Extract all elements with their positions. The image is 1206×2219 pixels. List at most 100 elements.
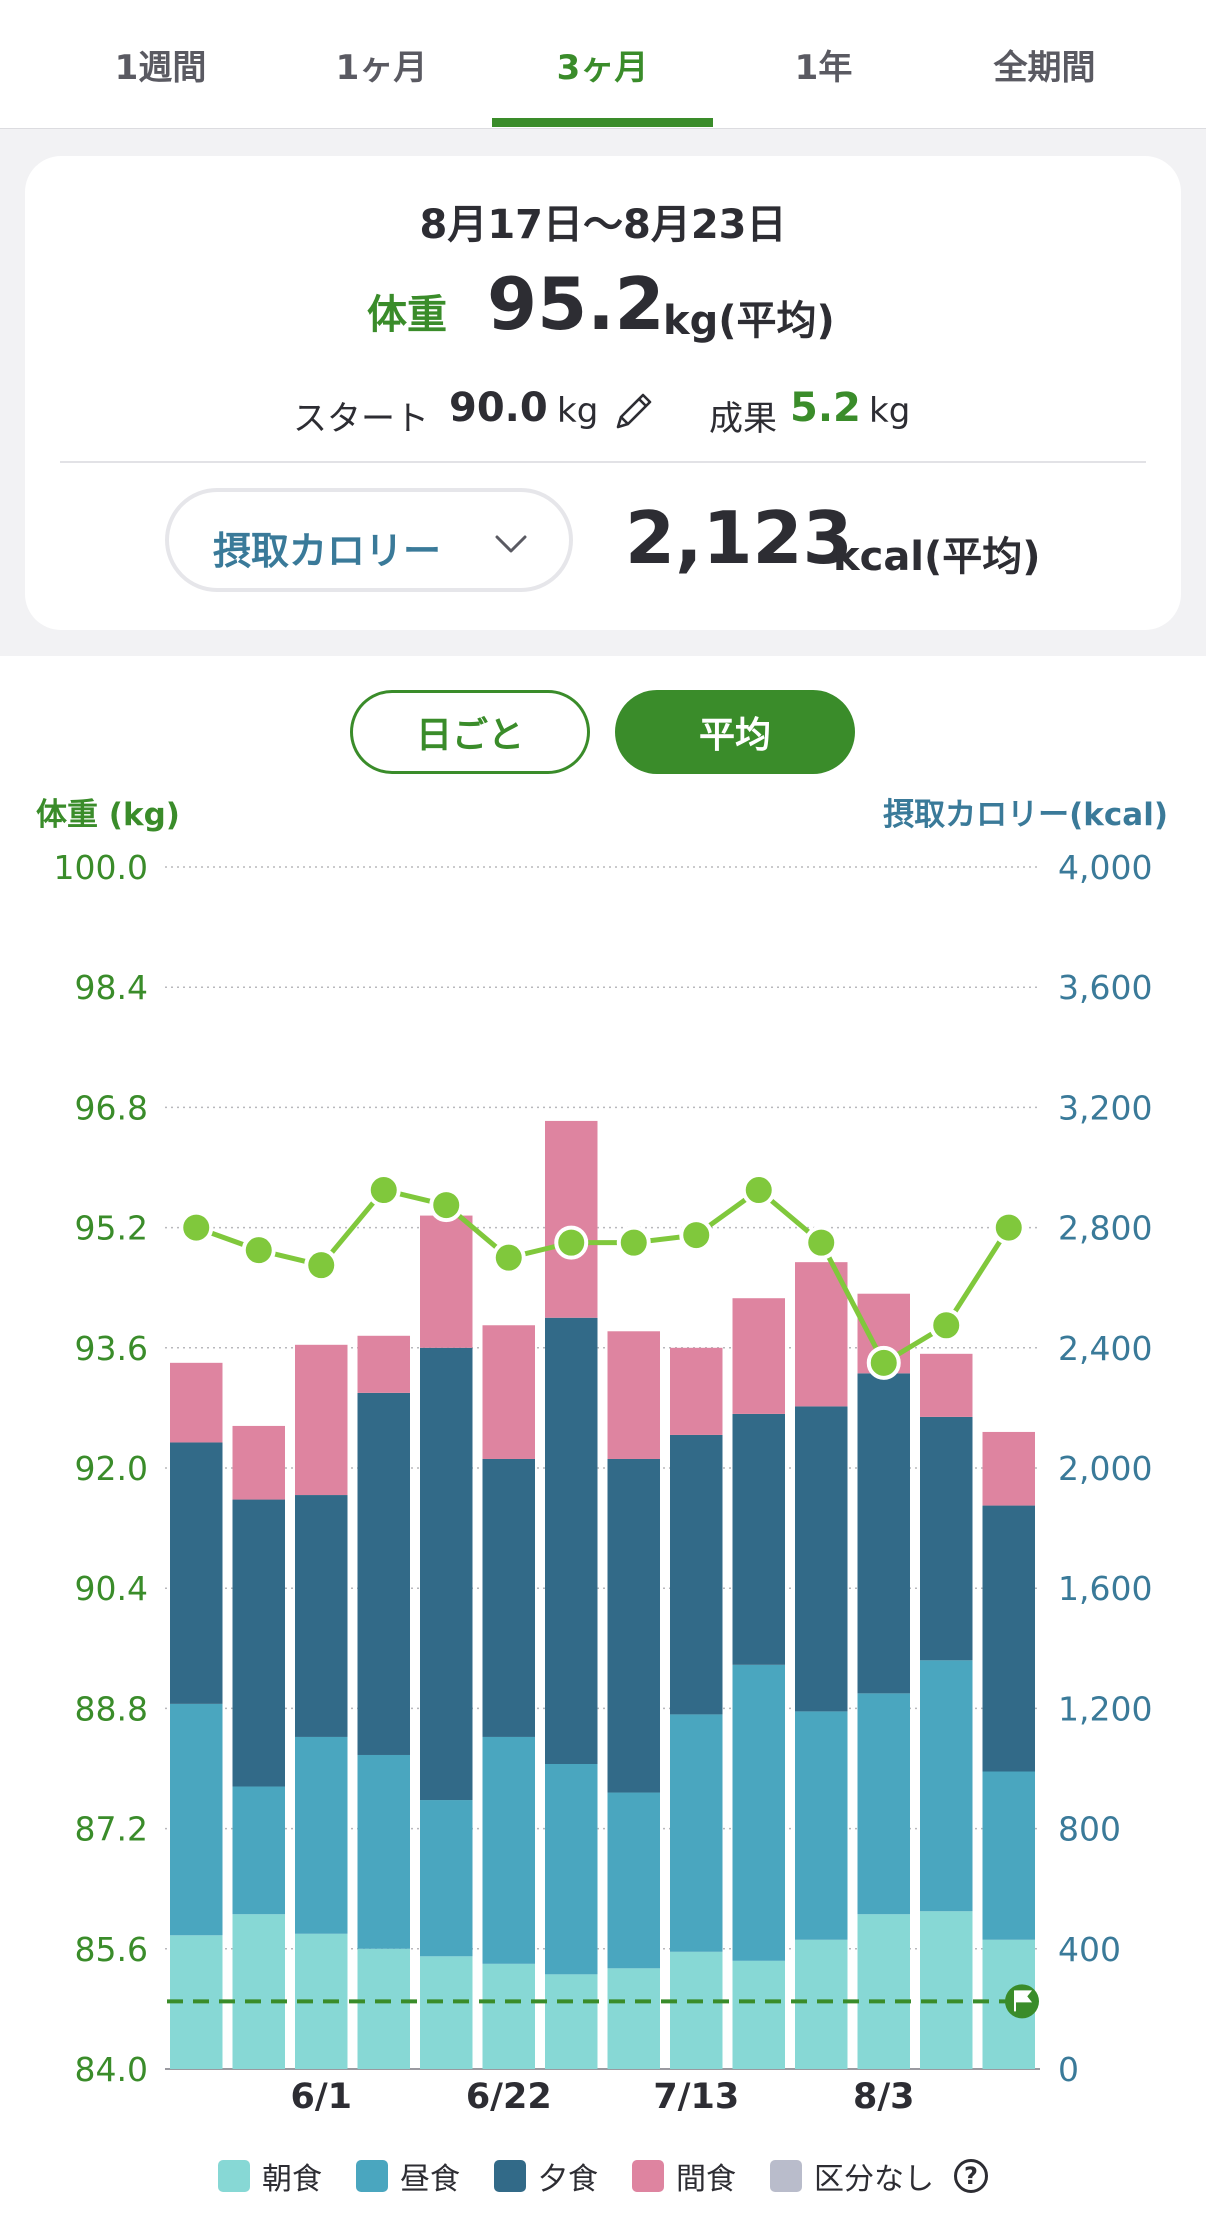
date-range: 8月17日〜8月23日	[419, 202, 787, 248]
bar-breakfast	[795, 1939, 848, 2069]
right-tick-label: 3,600	[1058, 968, 1152, 1007]
bar-dinner	[232, 1499, 285, 1787]
help-icon[interactable]: ?	[954, 2159, 988, 2193]
right-tick-label: 2,800	[1058, 1209, 1152, 1248]
left-tick-label: 90.4	[75, 1569, 148, 1608]
weight-point	[554, 1225, 589, 1260]
tab-1-week[interactable]: 1週間	[114, 47, 207, 88]
left-tick-label: 87.2	[75, 1810, 148, 1849]
start-label: スタート	[293, 399, 429, 439]
legend-item-dinner: 夕食	[494, 2154, 598, 2198]
tab-1-month[interactable]: 1ヶ月	[335, 47, 428, 88]
bar-lunch	[920, 1660, 973, 1912]
legend-label: 朝食	[262, 2162, 322, 2197]
right-tick-label: 800	[1058, 1810, 1121, 1849]
bar-dinner	[482, 1458, 535, 1737]
bar-dinner	[982, 1505, 1035, 1772]
right-tick-label: 3,200	[1058, 1088, 1152, 1127]
weight-point	[741, 1173, 776, 1208]
calorie-type-dropdown[interactable]: 摂取カロリー	[165, 488, 573, 592]
weight-value: 95.2	[487, 262, 665, 346]
left-tick-label: 88.8	[75, 1689, 148, 1728]
bar-dinner	[357, 1392, 410, 1755]
left-tick-label: 84.0	[75, 2050, 148, 2089]
right-tick-label: 2,400	[1058, 1329, 1152, 1368]
weight-point	[616, 1225, 651, 1260]
bar-dinner	[295, 1495, 348, 1737]
bar-lunch	[795, 1711, 848, 1940]
calorie-unit: kcal(平均)	[833, 534, 1041, 580]
bar-snack	[920, 1353, 973, 1417]
bar-breakfast	[482, 1963, 535, 2069]
weight-calorie-chart: 100.0 4,000 98.4 3,600 96.8 3,200 95.2 2,800 93.…	[54, 848, 1153, 2117]
calorie-axis-title: 摂取カロリー(kcal)	[883, 797, 1168, 833]
tab-1-year[interactable]: 1年	[794, 47, 853, 88]
weight-point	[366, 1173, 401, 1208]
goal-flag-mark	[1014, 1990, 1033, 2012]
right-tick-label: 400	[1058, 1930, 1121, 1969]
start-row: スタート 90.0 kg 成果 5.2 kg	[25, 381, 1181, 441]
average-mode-button[interactable]: 平均	[615, 690, 855, 774]
chart-area: 日ごと 平均 体重 (kg) 摂取カロリー(kcal) 100.0 4,000 98…	[0, 656, 1206, 2219]
legend-swatch	[770, 2160, 802, 2192]
left-tick-label: 98.4	[75, 968, 148, 1007]
left-tick-label: 95.2	[75, 1209, 148, 1248]
left-tick-label: 96.8	[75, 1088, 148, 1127]
right-tick-label: 1,200	[1058, 1689, 1152, 1728]
weight-point	[179, 1210, 214, 1245]
left-tick-label: 100.0	[54, 848, 148, 887]
result-label: 成果	[709, 399, 777, 439]
pencil-icon[interactable]	[610, 387, 658, 435]
legend-label: 夕食	[538, 2162, 598, 2197]
bar-lunch	[545, 1763, 598, 1975]
bar-dinner	[920, 1416, 973, 1661]
legend-swatch	[218, 2160, 250, 2192]
bar-breakfast	[545, 1974, 598, 2069]
start-value: 90.0	[449, 385, 548, 431]
bar-breakfast	[857, 1914, 910, 2069]
tab-3-months[interactable]: 3ヶ月	[556, 47, 649, 88]
start-unit: kg	[557, 391, 599, 431]
result-unit: kg	[869, 391, 911, 431]
bar-dinner	[607, 1458, 660, 1793]
bar-snack	[607, 1331, 660, 1459]
legend-label: 区分なし	[814, 2162, 934, 2197]
bar-lunch	[232, 1786, 285, 1915]
bar-breakfast	[920, 1911, 973, 2069]
legend-item-snack: 間食	[632, 2154, 736, 2198]
bar-breakfast	[670, 1951, 723, 2069]
bar-snack	[482, 1325, 535, 1459]
bar-lunch	[170, 1703, 223, 1936]
bar-snack	[670, 1347, 723, 1435]
legend-item-breakfast: 朝食	[218, 2154, 322, 2198]
bar-snack	[295, 1344, 348, 1496]
x-tick-label: 6/1	[291, 2077, 353, 2117]
bar-breakfast	[232, 1914, 285, 2069]
weight-point	[429, 1188, 464, 1223]
bar-dinner	[732, 1413, 785, 1665]
legend-swatch	[494, 2160, 526, 2192]
calorie-value: 2,123	[625, 496, 853, 580]
calorie-type-label: 摂取カロリー	[213, 529, 442, 573]
bar-dinner	[420, 1347, 473, 1801]
legend-item-lunch: 昼食	[356, 2154, 460, 2198]
bar-dinner	[170, 1442, 223, 1704]
weight-point	[491, 1240, 526, 1275]
bar-lunch	[670, 1714, 723, 1952]
bar-lunch	[420, 1800, 473, 1957]
tab-all-period[interactable]: 全期間	[993, 47, 1096, 88]
bar-snack	[982, 1431, 1035, 1506]
bar-dinner	[857, 1373, 910, 1694]
divider	[60, 461, 1146, 463]
x-tick-label: 6/22	[466, 2077, 552, 2117]
bar-lunch	[295, 1736, 348, 1934]
bar-lunch	[607, 1792, 660, 1969]
bar-snack	[170, 1362, 223, 1443]
weight-point	[866, 1345, 901, 1380]
weight-point	[241, 1233, 276, 1268]
right-tick-label: 2,000	[1058, 1449, 1152, 1488]
left-tick-label: 92.0	[75, 1449, 148, 1488]
daily-mode-button[interactable]: 日ごと	[350, 690, 590, 774]
weight-axis-title: 体重 (kg)	[36, 797, 180, 833]
bar-snack	[357, 1335, 410, 1393]
